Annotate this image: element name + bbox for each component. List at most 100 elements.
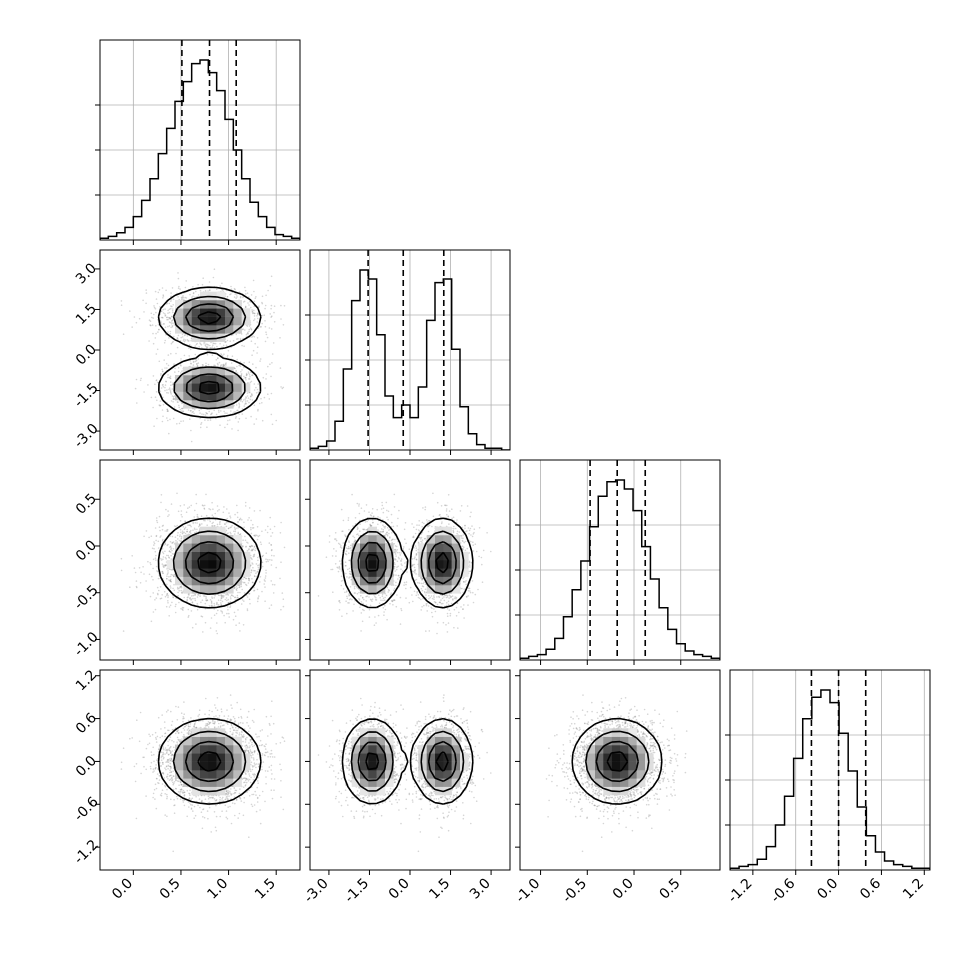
scatter-point [189,360,192,362]
scatter-point [176,423,178,425]
scatter-point [235,589,238,591]
scatter-point [171,326,174,328]
scatter-point [234,596,236,599]
scatter-point [189,410,192,412]
scatter-point [213,614,216,616]
scatter-point [204,595,206,597]
scatter-point [258,564,260,566]
scatter-point [168,317,171,319]
scatter-point [270,564,273,566]
scatter-point [169,381,172,383]
scatter-point [156,592,159,595]
scatter-point [170,558,172,560]
scatter-point [254,342,256,345]
scatter-point [226,599,228,602]
scatter-point [180,513,183,516]
scatter-point [165,508,167,511]
scatter-point [253,554,255,556]
scatter-point [271,353,274,355]
density-cell [225,325,234,334]
scatter-point [169,317,171,319]
scatter-point [164,314,167,317]
scatter-point [250,528,252,531]
scatter-point [238,364,240,367]
scatter-point [154,608,157,611]
scatter-point [165,558,167,560]
scatter-point [206,346,208,349]
scatter-point [246,332,249,335]
scatter-point [269,528,272,530]
scatter-point [170,580,172,583]
scatter-point [161,384,164,386]
scatter-point [268,398,271,400]
scatter-point [244,539,247,542]
scatter-point [229,517,232,519]
density-cell [225,391,234,401]
scatter-point [231,355,234,358]
scatter-point [182,295,184,297]
scatter-point [155,565,158,568]
scatter-point [169,545,172,548]
scatter-point [153,544,155,546]
scatter-point [213,268,216,271]
scatter-point [174,536,177,538]
scatter-point [207,290,209,292]
scatter-point [253,545,256,548]
scatter-point [238,586,240,589]
scatter-point [156,586,159,589]
scatter-point [271,549,273,551]
scatter-point [200,615,203,617]
scatter-point [237,429,239,432]
scatter-point [200,344,203,346]
scatter-point [244,402,247,404]
scatter-point [183,298,185,301]
scatter-point [243,405,246,407]
scatter-point [227,527,230,530]
scatter-point [177,334,180,337]
scatter-point [169,579,171,582]
scatter-point [169,377,172,380]
scatter-point [167,419,169,422]
scatter-point [174,605,177,608]
scatter-point [226,356,229,358]
scatter-point [239,364,241,366]
scatter-point [247,397,250,399]
scatter-point [268,327,271,329]
scatter-point [255,547,257,550]
scatter-point [165,564,167,566]
scatter-point [170,400,173,402]
scatter-point [248,378,251,380]
scatter-point [161,547,164,550]
scatter-point [257,410,259,412]
scatter-point [226,517,228,520]
scatter-point [230,533,232,535]
scatter-point [165,362,168,365]
scatter-point [164,564,166,567]
scatter-point [170,292,172,294]
scatter-point [211,354,214,357]
scatter-point [244,505,247,507]
scatter-point [168,308,171,311]
scatter-point [247,331,249,334]
scatter-point [164,550,166,553]
scatter-point [209,289,211,291]
scatter-point [261,419,264,422]
scatter-point [251,354,253,357]
scatter-point [177,591,179,594]
scatter-point [250,395,252,397]
scatter-point [275,566,278,569]
scatter-point [155,379,158,381]
scatter-point [205,599,207,601]
scatter-point [237,338,239,340]
scatter-point [253,319,255,322]
scatter-point [265,373,268,375]
scatter-point [204,519,206,522]
scatter-point [249,327,252,329]
scatter-point [211,604,213,607]
scatter-point [170,307,172,310]
scatter-point [238,622,241,624]
scatter-point [170,352,172,355]
scatter-point [280,561,282,563]
scatter-point [253,315,256,317]
scatter-point [148,340,150,342]
